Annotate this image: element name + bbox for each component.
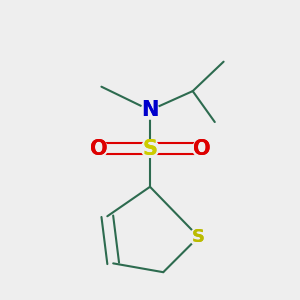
Text: N: N	[141, 100, 159, 120]
Text: S: S	[192, 228, 205, 246]
Text: S: S	[142, 139, 158, 158]
Circle shape	[90, 140, 107, 158]
Circle shape	[193, 140, 210, 158]
Text: S: S	[192, 228, 205, 246]
Text: N: N	[141, 100, 159, 120]
Text: O: O	[193, 139, 210, 158]
Text: O: O	[193, 139, 210, 158]
Text: O: O	[90, 139, 107, 158]
Circle shape	[141, 101, 159, 119]
Circle shape	[141, 140, 159, 158]
Text: O: O	[90, 139, 107, 158]
Text: S: S	[142, 139, 158, 158]
Circle shape	[190, 228, 207, 246]
